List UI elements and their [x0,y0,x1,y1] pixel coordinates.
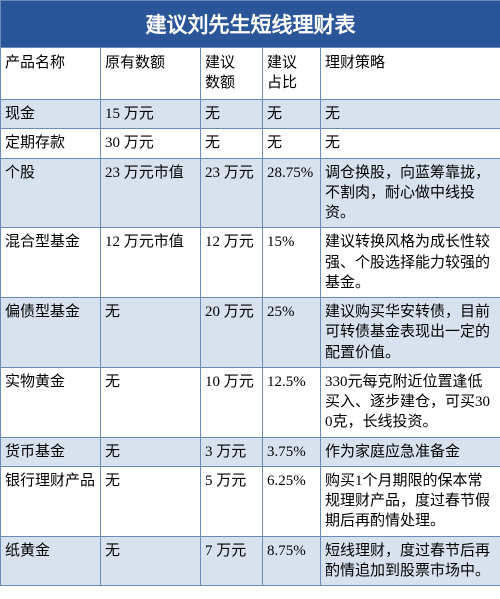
cell-r3-c3: 15% [263,228,321,298]
column-header-2: 建议 数额 [201,48,263,100]
cell-r6-c4: 作为家庭应急准备金 [321,437,500,466]
table-row: 定期存款30 万元无无无 [1,129,500,158]
table-row: 偏债型基金无20 万元25%建议购买华安转债，目前可转债基金表现出一定的配置价值… [1,298,500,368]
cell-r7-c4: 购买1个月期限的保本常规理财产品，度过春节假期后再酌情处理。 [321,466,500,536]
cell-r0-c4: 无 [321,100,500,129]
cell-r6-c1: 无 [101,437,201,466]
cell-r4-c0: 偏债型基金 [1,298,101,368]
cell-r3-c1: 12 万元市值 [101,228,201,298]
cell-r4-c2: 20 万元 [201,298,263,368]
table-title: 建议刘先生短线理财表 [1,1,500,48]
table-row: 货币基金无3 万元3.75%作为家庭应急准备金 [1,437,500,466]
cell-r1-c1: 30 万元 [101,129,201,158]
cell-r7-c3: 6.25% [263,466,321,536]
cell-r6-c0: 货币基金 [1,437,101,466]
table-row: 个股23 万元市值23 万元28.75%调仓换股，向蓝筹靠拢，不割肉，耐心做中线… [1,158,500,228]
cell-r8-c4: 短线理财，度过春节后再酌情追加到股票市场中。 [321,536,500,586]
title-row: 建议刘先生短线理财表 [1,1,500,48]
cell-r4-c3: 25% [263,298,321,368]
cell-r8-c3: 8.75% [263,536,321,586]
cell-r0-c1: 15 万元 [101,100,201,129]
financial-table: 建议刘先生短线理财表 产品名称原有数额建议 数额建议 占比理财策略 现金15 万… [0,0,500,586]
cell-r2-c1: 23 万元市值 [101,158,201,228]
cell-r6-c2: 3 万元 [201,437,263,466]
cell-r0-c3: 无 [263,100,321,129]
column-header-0: 产品名称 [1,48,101,100]
cell-r8-c1: 无 [101,536,201,586]
table-row: 混合型基金12 万元市值12 万元15%建议转换风格为成长性较强、个股选择能力较… [1,228,500,298]
cell-r3-c2: 12 万元 [201,228,263,298]
cell-r8-c2: 7 万元 [201,536,263,586]
cell-r7-c1: 无 [101,466,201,536]
column-header-4: 理财策略 [321,48,500,100]
cell-r2-c2: 23 万元 [201,158,263,228]
table-row: 银行理财产品无5 万元6.25%购买1个月期限的保本常规理财产品，度过春节假期后… [1,466,500,536]
cell-r4-c1: 无 [101,298,201,368]
cell-r3-c0: 混合型基金 [1,228,101,298]
cell-r7-c0: 银行理财产品 [1,466,101,536]
cell-r4-c4: 建议购买华安转债，目前可转债基金表现出一定的配置价值。 [321,298,500,368]
cell-r0-c2: 无 [201,100,263,129]
cell-r1-c3: 无 [263,129,321,158]
cell-r6-c3: 3.75% [263,437,321,466]
financial-table-container: 建议刘先生短线理财表 产品名称原有数额建议 数额建议 占比理财策略 现金15 万… [0,0,500,586]
table-row: 现金15 万元无无无 [1,100,500,129]
table-row: 纸黄金无7 万元8.75%短线理财，度过春节后再酌情追加到股票市场中。 [1,536,500,586]
cell-r1-c4: 无 [321,129,500,158]
cell-r5-c4: 330元每克附近位置逢低买入、逐步建仓，可买300克，长线投资。 [321,367,500,437]
column-header-1: 原有数额 [101,48,201,100]
cell-r5-c3: 12.5% [263,367,321,437]
cell-r7-c2: 5 万元 [201,466,263,536]
cell-r1-c2: 无 [201,129,263,158]
column-header-3: 建议 占比 [263,48,321,100]
cell-r5-c1: 无 [101,367,201,437]
cell-r2-c3: 28.75% [263,158,321,228]
header-row: 产品名称原有数额建议 数额建议 占比理财策略 [1,48,500,100]
cell-r0-c0: 现金 [1,100,101,129]
cell-r1-c0: 定期存款 [1,129,101,158]
table-body: 现金15 万元无无无定期存款30 万元无无无个股23 万元市值23 万元28.7… [1,100,500,586]
cell-r8-c0: 纸黄金 [1,536,101,586]
cell-r3-c4: 建议转换风格为成长性较强、个股选择能力较强的基金。 [321,228,500,298]
cell-r2-c4: 调仓换股，向蓝筹靠拢，不割肉，耐心做中线投资。 [321,158,500,228]
cell-r5-c2: 10 万元 [201,367,263,437]
cell-r5-c0: 实物黄金 [1,367,101,437]
table-row: 实物黄金无10 万元12.5%330元每克附近位置逢低买入、逐步建仓，可买300… [1,367,500,437]
cell-r2-c0: 个股 [1,158,101,228]
